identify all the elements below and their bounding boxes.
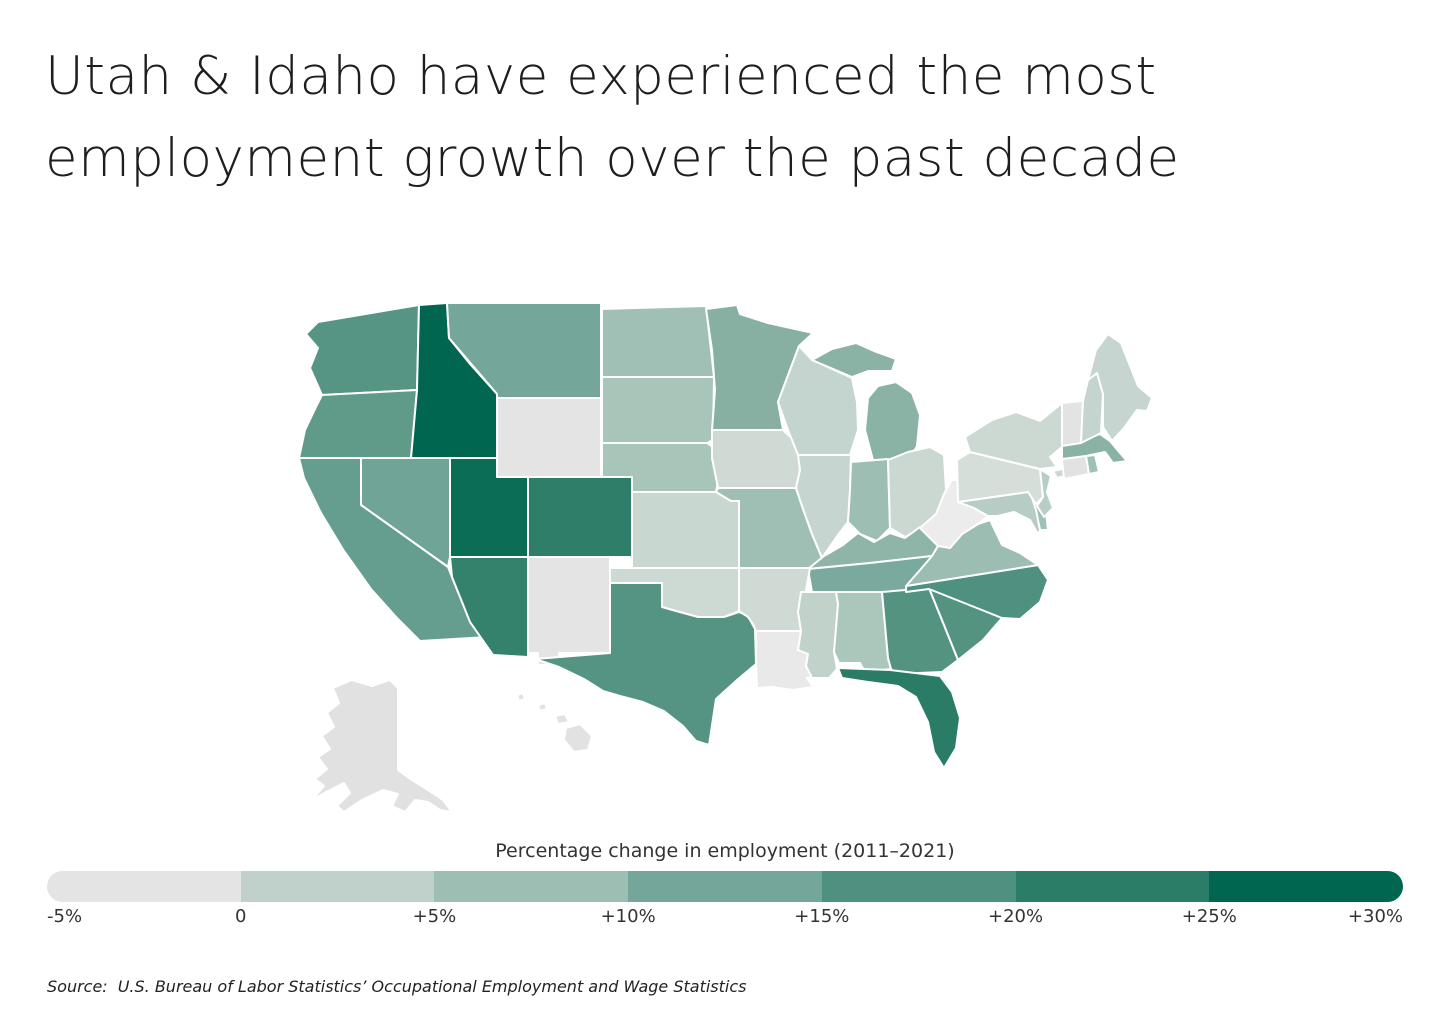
source-note: Source: U.S. Bureau of Labor Statistics’ … — [47, 977, 746, 996]
legend-tick: +5% — [412, 906, 457, 927]
state-alaska[interactable] — [311, 679, 453, 813]
legend-tick: +10% — [600, 906, 656, 927]
title-line-1: Utah & Idaho have experienced the most — [45, 46, 1157, 107]
state-iowa[interactable] — [711, 429, 801, 489]
state-hawaii-maui[interactable] — [554, 713, 570, 725]
legend-tick: -5% — [47, 906, 83, 927]
legend-color-bar — [47, 871, 1403, 902]
state-north-dakota[interactable] — [601, 305, 715, 378]
state-hawaii-kauai[interactable] — [516, 692, 526, 702]
state-kansas[interactable] — [631, 491, 740, 569]
legend-segment-6 — [1015, 871, 1210, 902]
source-label: Source: — [47, 977, 108, 996]
legend-tick: +15% — [794, 906, 850, 927]
state-new-mexico[interactable] — [527, 556, 611, 666]
state-maine[interactable] — [1087, 333, 1153, 442]
legend-tick: 0 — [234, 906, 247, 927]
legend-title: Percentage change in employment (2011–20… — [495, 840, 955, 862]
title-line-2: employment growth over the past decade — [45, 128, 1180, 189]
state-washington[interactable] — [305, 304, 420, 396]
state-colorado[interactable] — [527, 476, 633, 558]
state-michigan-lower[interactable] — [864, 381, 921, 465]
state-texas[interactable] — [534, 582, 757, 746]
state-rhode-island[interactable] — [1085, 454, 1100, 475]
legend-segment-3 — [434, 871, 629, 902]
state-south-dakota[interactable] — [601, 376, 715, 444]
legend-tick: +30% — [1347, 906, 1403, 927]
state-north-carolina[interactable] — [905, 564, 1049, 620]
source-text: U.S. Bureau of Labor Statistics’ Occupat… — [117, 977, 747, 996]
legend-tick: +20% — [988, 906, 1044, 927]
legend-tick: +25% — [1181, 906, 1237, 927]
legend-segment-4 — [628, 871, 822, 902]
state-indiana[interactable] — [847, 458, 891, 542]
state-vermont[interactable] — [1061, 400, 1084, 447]
state-hawaii-big-island[interactable] — [563, 723, 593, 753]
legend-segment-7 — [1209, 871, 1403, 902]
page-title: Utah & Idaho have experienced the most e… — [45, 36, 1180, 200]
state-florida[interactable] — [837, 667, 961, 769]
legend-tick-labels: -5% 0 +5% +10% +15% +20% +25% +30% — [47, 906, 1403, 930]
state-oregon[interactable] — [298, 389, 418, 459]
state-wyoming[interactable] — [496, 397, 602, 478]
legend-segment-1 — [47, 871, 241, 902]
state-hawaii-oahu[interactable] — [537, 702, 548, 712]
state-michigan-upper[interactable] — [811, 342, 897, 378]
state-california[interactable] — [298, 457, 489, 642]
legend-segment-5 — [821, 871, 1016, 902]
legend-segment-2 — [240, 871, 435, 902]
state-new-jersey[interactable] — [1036, 468, 1054, 518]
